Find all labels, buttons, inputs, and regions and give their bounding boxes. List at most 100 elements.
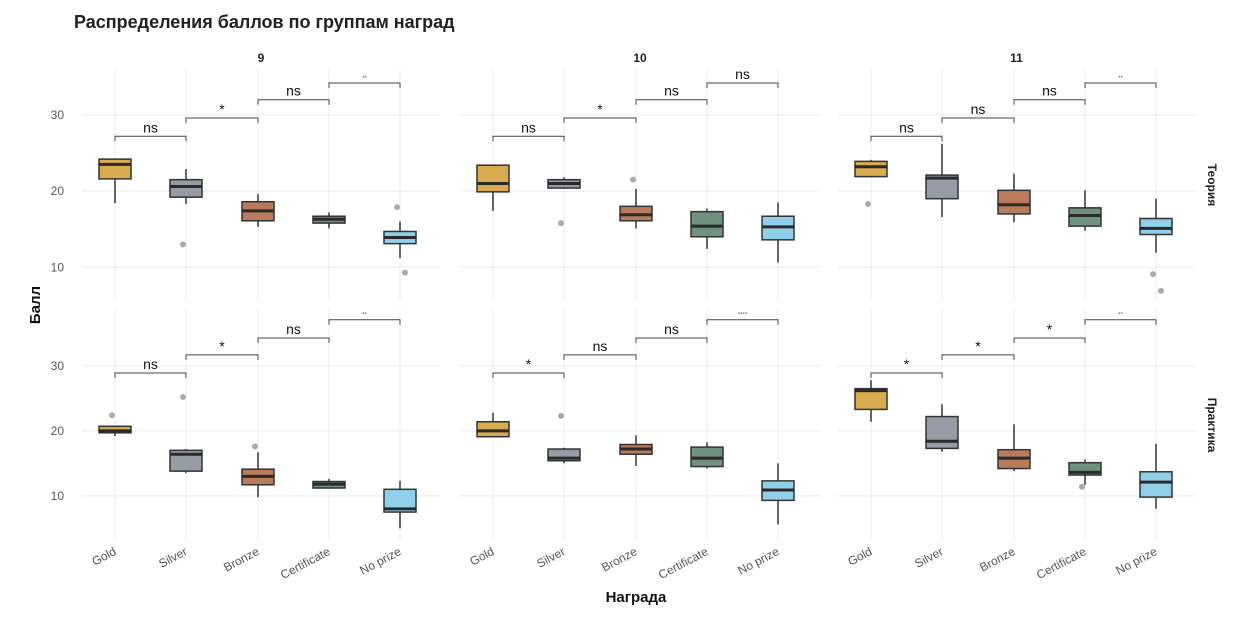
significance-bracket	[635, 99, 708, 105]
box-certificate	[690, 210, 724, 238]
significance-bracket	[328, 319, 401, 325]
data-point	[180, 394, 186, 401]
data-point	[1079, 483, 1085, 490]
x-tick-label: Bronze	[599, 544, 639, 574]
x-tick-label: Gold	[845, 544, 874, 568]
significance-bracket	[328, 82, 401, 88]
significance-label: ns	[521, 119, 536, 135]
facet-strip-column: 11	[1010, 51, 1023, 65]
significance-label: ns	[735, 66, 750, 82]
significance-bracket	[257, 99, 330, 105]
y-axis-title: Балл	[27, 286, 44, 324]
data-point	[402, 269, 408, 276]
significance-bracket	[1013, 99, 1086, 105]
facet-strip-column: 10	[633, 51, 647, 65]
significance-label: *	[975, 338, 981, 354]
significance-bracket	[635, 337, 708, 343]
box-gold	[854, 387, 888, 411]
data-point	[252, 443, 258, 450]
x-axis-title: Награда	[606, 589, 667, 606]
y-tick-label: 30	[51, 108, 65, 122]
y-tick-label: 10	[51, 260, 65, 274]
significance-label: *	[1047, 321, 1053, 337]
facet-strip-row: Практика	[1205, 398, 1219, 453]
significance-label: ns	[286, 321, 301, 337]
data-point	[558, 220, 564, 227]
significance-label: ns	[143, 356, 158, 372]
box-gold	[476, 164, 510, 193]
significance-bracket	[941, 117, 1015, 123]
facet-strip-column: 9	[258, 51, 265, 65]
significance-bracket	[563, 354, 637, 360]
significance-label: ns	[971, 101, 986, 117]
y-tick-label: 10	[51, 489, 65, 503]
significance-bracket	[706, 319, 779, 325]
significance-label: **	[1118, 313, 1123, 319]
y-tick-label: 20	[51, 424, 65, 438]
x-tick-label: Gold	[89, 544, 118, 568]
significance-bracket	[1013, 337, 1086, 343]
significance-label: **	[362, 313, 367, 319]
data-point	[630, 176, 636, 183]
data-point	[1158, 287, 1164, 294]
x-tick-label: Bronze	[221, 544, 261, 574]
significance-label: *	[904, 356, 910, 372]
data-point	[558, 412, 564, 419]
box-certificate	[1068, 207, 1102, 227]
significance-bracket	[492, 135, 565, 142]
significance-label: **	[1118, 76, 1123, 82]
significance-bracket	[257, 337, 330, 343]
significance-bracket	[706, 82, 779, 88]
x-tick-label: Certificate	[656, 544, 711, 582]
x-tick-label: No prize	[357, 544, 403, 577]
data-point	[109, 412, 115, 419]
y-tick-label: 20	[51, 184, 65, 198]
significance-bracket	[563, 117, 637, 123]
significance-label: *	[597, 101, 603, 117]
significance-label: **	[362, 76, 367, 82]
chart-title: Распределения баллов по группам наград	[74, 12, 455, 32]
box-silver	[925, 174, 959, 200]
significance-label: ns	[664, 321, 679, 337]
box-silver	[925, 415, 959, 450]
box-no-prize	[1139, 471, 1173, 498]
significance-bracket	[941, 354, 1015, 360]
significance-bracket	[185, 354, 259, 360]
data-point	[1150, 271, 1156, 278]
box-bronze	[997, 189, 1031, 215]
significance-bracket	[492, 372, 565, 379]
significance-label: *	[219, 101, 225, 117]
x-tick-label: No prize	[735, 544, 781, 577]
significance-bracket	[114, 135, 187, 142]
facet-strip-row: Теория	[1205, 164, 1219, 206]
y-tick-label: 30	[51, 359, 65, 373]
significance-bracket	[1084, 82, 1157, 88]
significance-label: ns	[286, 83, 301, 99]
significance-label: ns	[143, 119, 158, 135]
significance-bracket	[1084, 319, 1157, 325]
significance-label: *	[219, 338, 225, 354]
significance-label: ns	[664, 83, 679, 99]
x-tick-label: Bronze	[977, 544, 1017, 574]
significance-bracket	[114, 372, 187, 379]
significance-label: ns	[899, 119, 914, 135]
significance-label: *	[526, 356, 532, 372]
significance-label: ns	[593, 338, 608, 354]
box-gold	[854, 160, 888, 178]
box-gold	[98, 158, 132, 180]
x-tick-label: Silver	[156, 544, 189, 570]
data-point	[865, 201, 871, 208]
box-no-prize	[1139, 217, 1173, 236]
box-no-prize	[383, 488, 417, 513]
significance-bracket	[870, 135, 943, 142]
x-tick-label: No prize	[1113, 544, 1159, 577]
data-point	[394, 204, 400, 211]
x-tick-label: Silver	[534, 544, 567, 570]
box-silver	[169, 178, 203, 198]
x-tick-label: Certificate	[1034, 544, 1089, 582]
significance-bracket	[185, 117, 259, 123]
significance-bracket	[870, 372, 943, 379]
significance-label: ****	[738, 313, 748, 319]
x-tick-label: Gold	[467, 544, 496, 568]
